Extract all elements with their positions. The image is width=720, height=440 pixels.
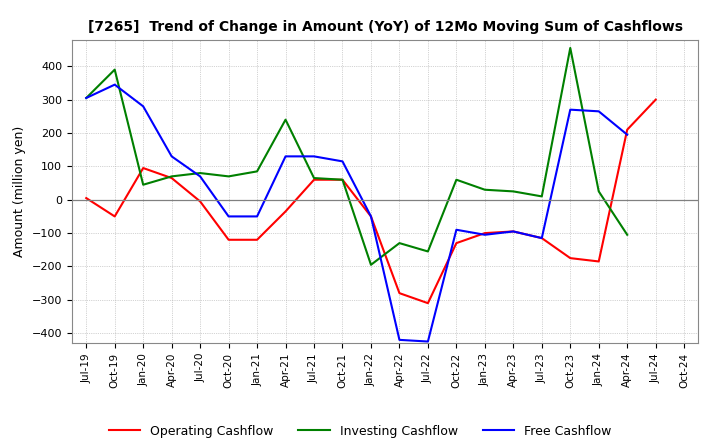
Investing Cashflow (452, 177, 461, 182)
Free Cashflow (452, 227, 461, 232)
Investing Cashflow (395, 241, 404, 246)
Operating Cashflow (395, 290, 404, 296)
Free Cashflow (82, 95, 91, 101)
Free Cashflow (282, 154, 290, 159)
Operating Cashflow (338, 177, 347, 182)
Free Cashflow (480, 232, 489, 238)
Free Cashflow (566, 107, 575, 112)
Free Cashflow (225, 214, 233, 219)
Free Cashflow (366, 214, 375, 219)
Investing Cashflow (82, 95, 91, 101)
Legend: Operating Cashflow, Investing Cashflow, Free Cashflow: Operating Cashflow, Investing Cashflow, … (104, 420, 616, 440)
Investing Cashflow (623, 232, 631, 238)
Operating Cashflow (623, 127, 631, 132)
Operating Cashflow (595, 259, 603, 264)
Operating Cashflow (366, 214, 375, 219)
Investing Cashflow (366, 262, 375, 268)
Investing Cashflow (225, 174, 233, 179)
Investing Cashflow (509, 189, 518, 194)
Operating Cashflow (110, 214, 119, 219)
Operating Cashflow (196, 199, 204, 204)
Investing Cashflow (196, 170, 204, 176)
Operating Cashflow (253, 237, 261, 242)
Investing Cashflow (110, 67, 119, 72)
Free Cashflow (423, 339, 432, 344)
Investing Cashflow (480, 187, 489, 192)
Free Cashflow (196, 174, 204, 179)
Y-axis label: Amount (million yen): Amount (million yen) (13, 126, 26, 257)
Operating Cashflow (423, 301, 432, 306)
Investing Cashflow (595, 189, 603, 194)
Operating Cashflow (225, 237, 233, 242)
Free Cashflow (139, 104, 148, 109)
Investing Cashflow (338, 177, 347, 182)
Line: Investing Cashflow: Investing Cashflow (86, 48, 627, 265)
Free Cashflow (623, 132, 631, 137)
Operating Cashflow (509, 229, 518, 234)
Operating Cashflow (82, 195, 91, 201)
Free Cashflow (595, 109, 603, 114)
Operating Cashflow (139, 165, 148, 171)
Line: Operating Cashflow: Operating Cashflow (86, 99, 656, 303)
Free Cashflow (509, 229, 518, 234)
Investing Cashflow (566, 45, 575, 51)
Investing Cashflow (423, 249, 432, 254)
Operating Cashflow (480, 231, 489, 236)
Investing Cashflow (139, 182, 148, 187)
Title: [7265]  Trend of Change in Amount (YoY) of 12Mo Moving Sum of Cashflows: [7265] Trend of Change in Amount (YoY) o… (88, 20, 683, 34)
Operating Cashflow (537, 235, 546, 241)
Investing Cashflow (253, 169, 261, 174)
Investing Cashflow (310, 176, 318, 181)
Investing Cashflow (537, 194, 546, 199)
Operating Cashflow (652, 97, 660, 102)
Operating Cashflow (452, 241, 461, 246)
Free Cashflow (253, 214, 261, 219)
Free Cashflow (310, 154, 318, 159)
Line: Free Cashflow: Free Cashflow (86, 84, 627, 341)
Operating Cashflow (282, 209, 290, 214)
Free Cashflow (338, 159, 347, 164)
Operating Cashflow (310, 177, 318, 182)
Free Cashflow (110, 82, 119, 87)
Investing Cashflow (282, 117, 290, 122)
Free Cashflow (537, 235, 546, 241)
Free Cashflow (167, 154, 176, 159)
Operating Cashflow (566, 256, 575, 261)
Operating Cashflow (167, 176, 176, 181)
Investing Cashflow (167, 174, 176, 179)
Free Cashflow (395, 337, 404, 342)
